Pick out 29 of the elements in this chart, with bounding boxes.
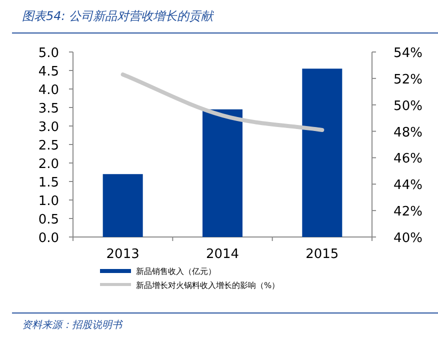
- x-tick-label: 2014: [206, 247, 240, 262]
- bar: [102, 174, 143, 237]
- y2-tick-label: 44%: [394, 178, 422, 194]
- bar: [202, 109, 242, 237]
- y2-tick-label: 48%: [394, 125, 422, 140]
- bar: [302, 68, 342, 237]
- y2-tick-label: 46%: [394, 152, 422, 167]
- y2-tick-label: 50%: [394, 98, 422, 114]
- legend-label: 新品增长对火锅料收入增长的影响（%）: [136, 281, 280, 290]
- x-tick-label: 2013: [106, 247, 140, 262]
- y-tick-label: 4.0: [38, 83, 59, 98]
- y2-tick-label: 52%: [394, 72, 422, 88]
- y-tick-label: 3.0: [38, 120, 59, 135]
- y2-tick-label: 42%: [394, 204, 422, 220]
- y-tick-label: 4.5: [38, 64, 59, 80]
- y-tick-label: 5.0: [38, 46, 59, 61]
- y-tick-label: 1.0: [38, 194, 59, 209]
- y-tick-label: 1.5: [38, 176, 59, 190]
- text: 资料来源：招股说明书: [22, 319, 123, 331]
- y2-tick-label: 40%: [394, 231, 422, 246]
- y-tick-label: 0.0: [38, 231, 59, 246]
- y-tick-label: 2.0: [38, 157, 59, 172]
- chart-title: 图表54: 公司新品对营收增长的贡献: [22, 9, 214, 23]
- y-tick-label: 3.5: [38, 102, 59, 116]
- y2-tick-label: 54%: [394, 46, 422, 61]
- x-tick-label: 2015: [306, 247, 339, 262]
- legend-label: 新品销售收入（亿元）: [136, 267, 216, 276]
- y-tick-label: 0.5: [38, 212, 59, 228]
- y-tick-label: 2.5: [38, 138, 59, 154]
